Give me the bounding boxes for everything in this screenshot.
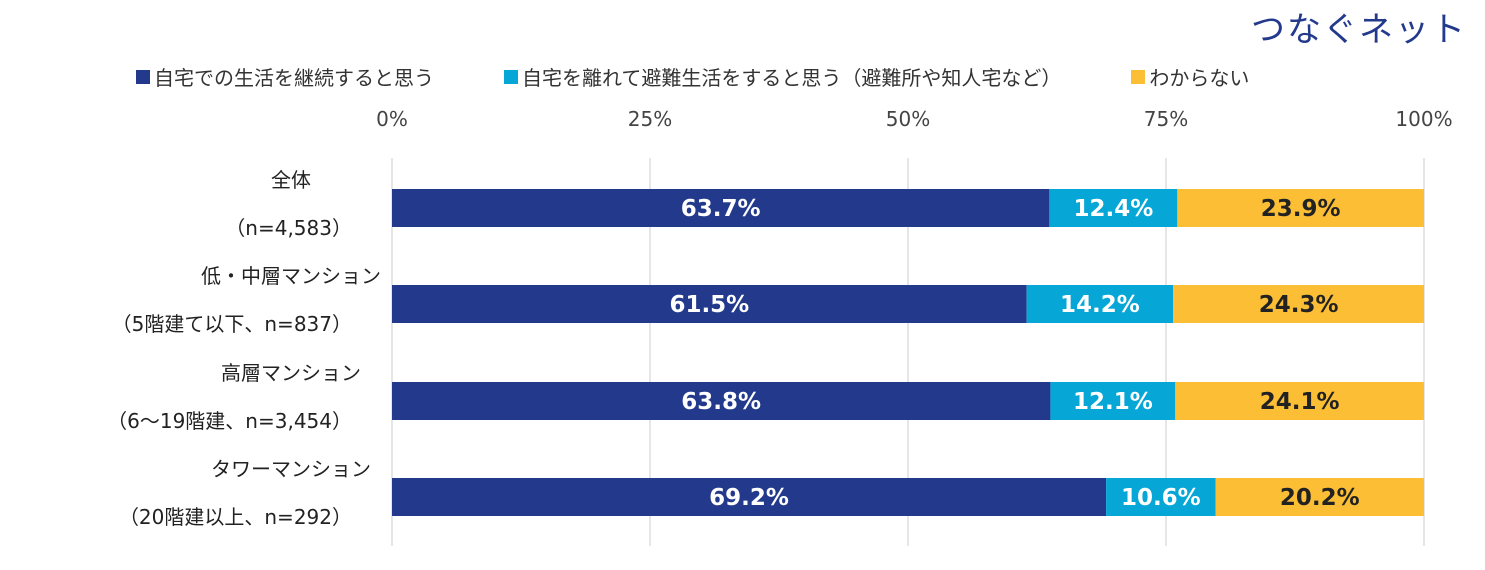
bar-segment bbox=[1026, 285, 1174, 323]
category-label: 全体 bbox=[271, 168, 311, 192]
bar-segment bbox=[1050, 382, 1176, 420]
data-label: 23.9% bbox=[1261, 196, 1341, 222]
category-label: 高層マンション bbox=[221, 361, 361, 385]
data-label: 14.2% bbox=[1060, 292, 1140, 318]
legend-label: 自宅を離れて避難生活をすると思う（避難所や知人宅など） bbox=[522, 66, 1062, 90]
category-label: 低・中層マンション bbox=[201, 264, 381, 288]
data-label: 24.3% bbox=[1259, 292, 1339, 318]
category-sublabel: （n=4,583） bbox=[225, 216, 352, 240]
bar-segment bbox=[392, 189, 1050, 227]
data-label: 12.4% bbox=[1073, 196, 1153, 222]
category-sublabel: （6～19階建、n=3,454） bbox=[107, 409, 352, 433]
data-label: 24.1% bbox=[1260, 389, 1340, 415]
x-tick-label: 100% bbox=[1395, 107, 1452, 131]
x-tick-label: 25% bbox=[628, 107, 672, 131]
bar-segment bbox=[1106, 478, 1216, 516]
bar-segment bbox=[1177, 189, 1424, 227]
legend-item-evacuate: 自宅を離れて避難生活をすると思う（避難所や知人宅など） bbox=[504, 62, 1061, 91]
data-label: 20.2% bbox=[1280, 485, 1360, 511]
category-sublabel: （20階建以上、n=292） bbox=[119, 505, 352, 529]
brand-logo: つなぐネット bbox=[1251, 10, 1467, 50]
x-tick-label: 75% bbox=[1144, 107, 1188, 131]
bar-segment bbox=[392, 478, 1107, 516]
bar-segment bbox=[1049, 189, 1178, 227]
data-label: 12.1% bbox=[1073, 389, 1153, 415]
bar-segment bbox=[392, 382, 1051, 420]
data-label: 63.7% bbox=[681, 196, 761, 222]
category-label: タワーマンション bbox=[211, 457, 371, 481]
data-label: 10.6% bbox=[1121, 485, 1201, 511]
x-tick-label: 0% bbox=[376, 107, 408, 131]
x-tick-label: 50% bbox=[886, 107, 930, 131]
data-label: 69.2% bbox=[709, 485, 789, 511]
bar-segment bbox=[1173, 285, 1424, 323]
legend-swatch bbox=[504, 69, 518, 84]
legend-item-unknown: わからない bbox=[1131, 62, 1249, 91]
data-label: 63.8% bbox=[681, 389, 761, 415]
legend-label: わからない bbox=[1149, 66, 1250, 90]
category-sublabel: （5階建て以下、n=837） bbox=[112, 312, 352, 336]
legend-label: 自宅での生活を継続すると思う bbox=[154, 66, 434, 90]
bar-segment bbox=[1175, 382, 1424, 420]
bar-segment bbox=[1215, 478, 1424, 516]
legend-swatch bbox=[136, 69, 150, 84]
bar-segment bbox=[392, 285, 1027, 323]
legend-swatch bbox=[1131, 69, 1146, 84]
chart-legend: 自宅での生活を継続すると思う 自宅を離れて避難生活をすると思う（避難所や知人宅な… bbox=[136, 62, 1249, 91]
data-label: 61.5% bbox=[669, 292, 749, 318]
legend-item-stay-home: 自宅での生活を継続すると思う bbox=[136, 62, 434, 91]
